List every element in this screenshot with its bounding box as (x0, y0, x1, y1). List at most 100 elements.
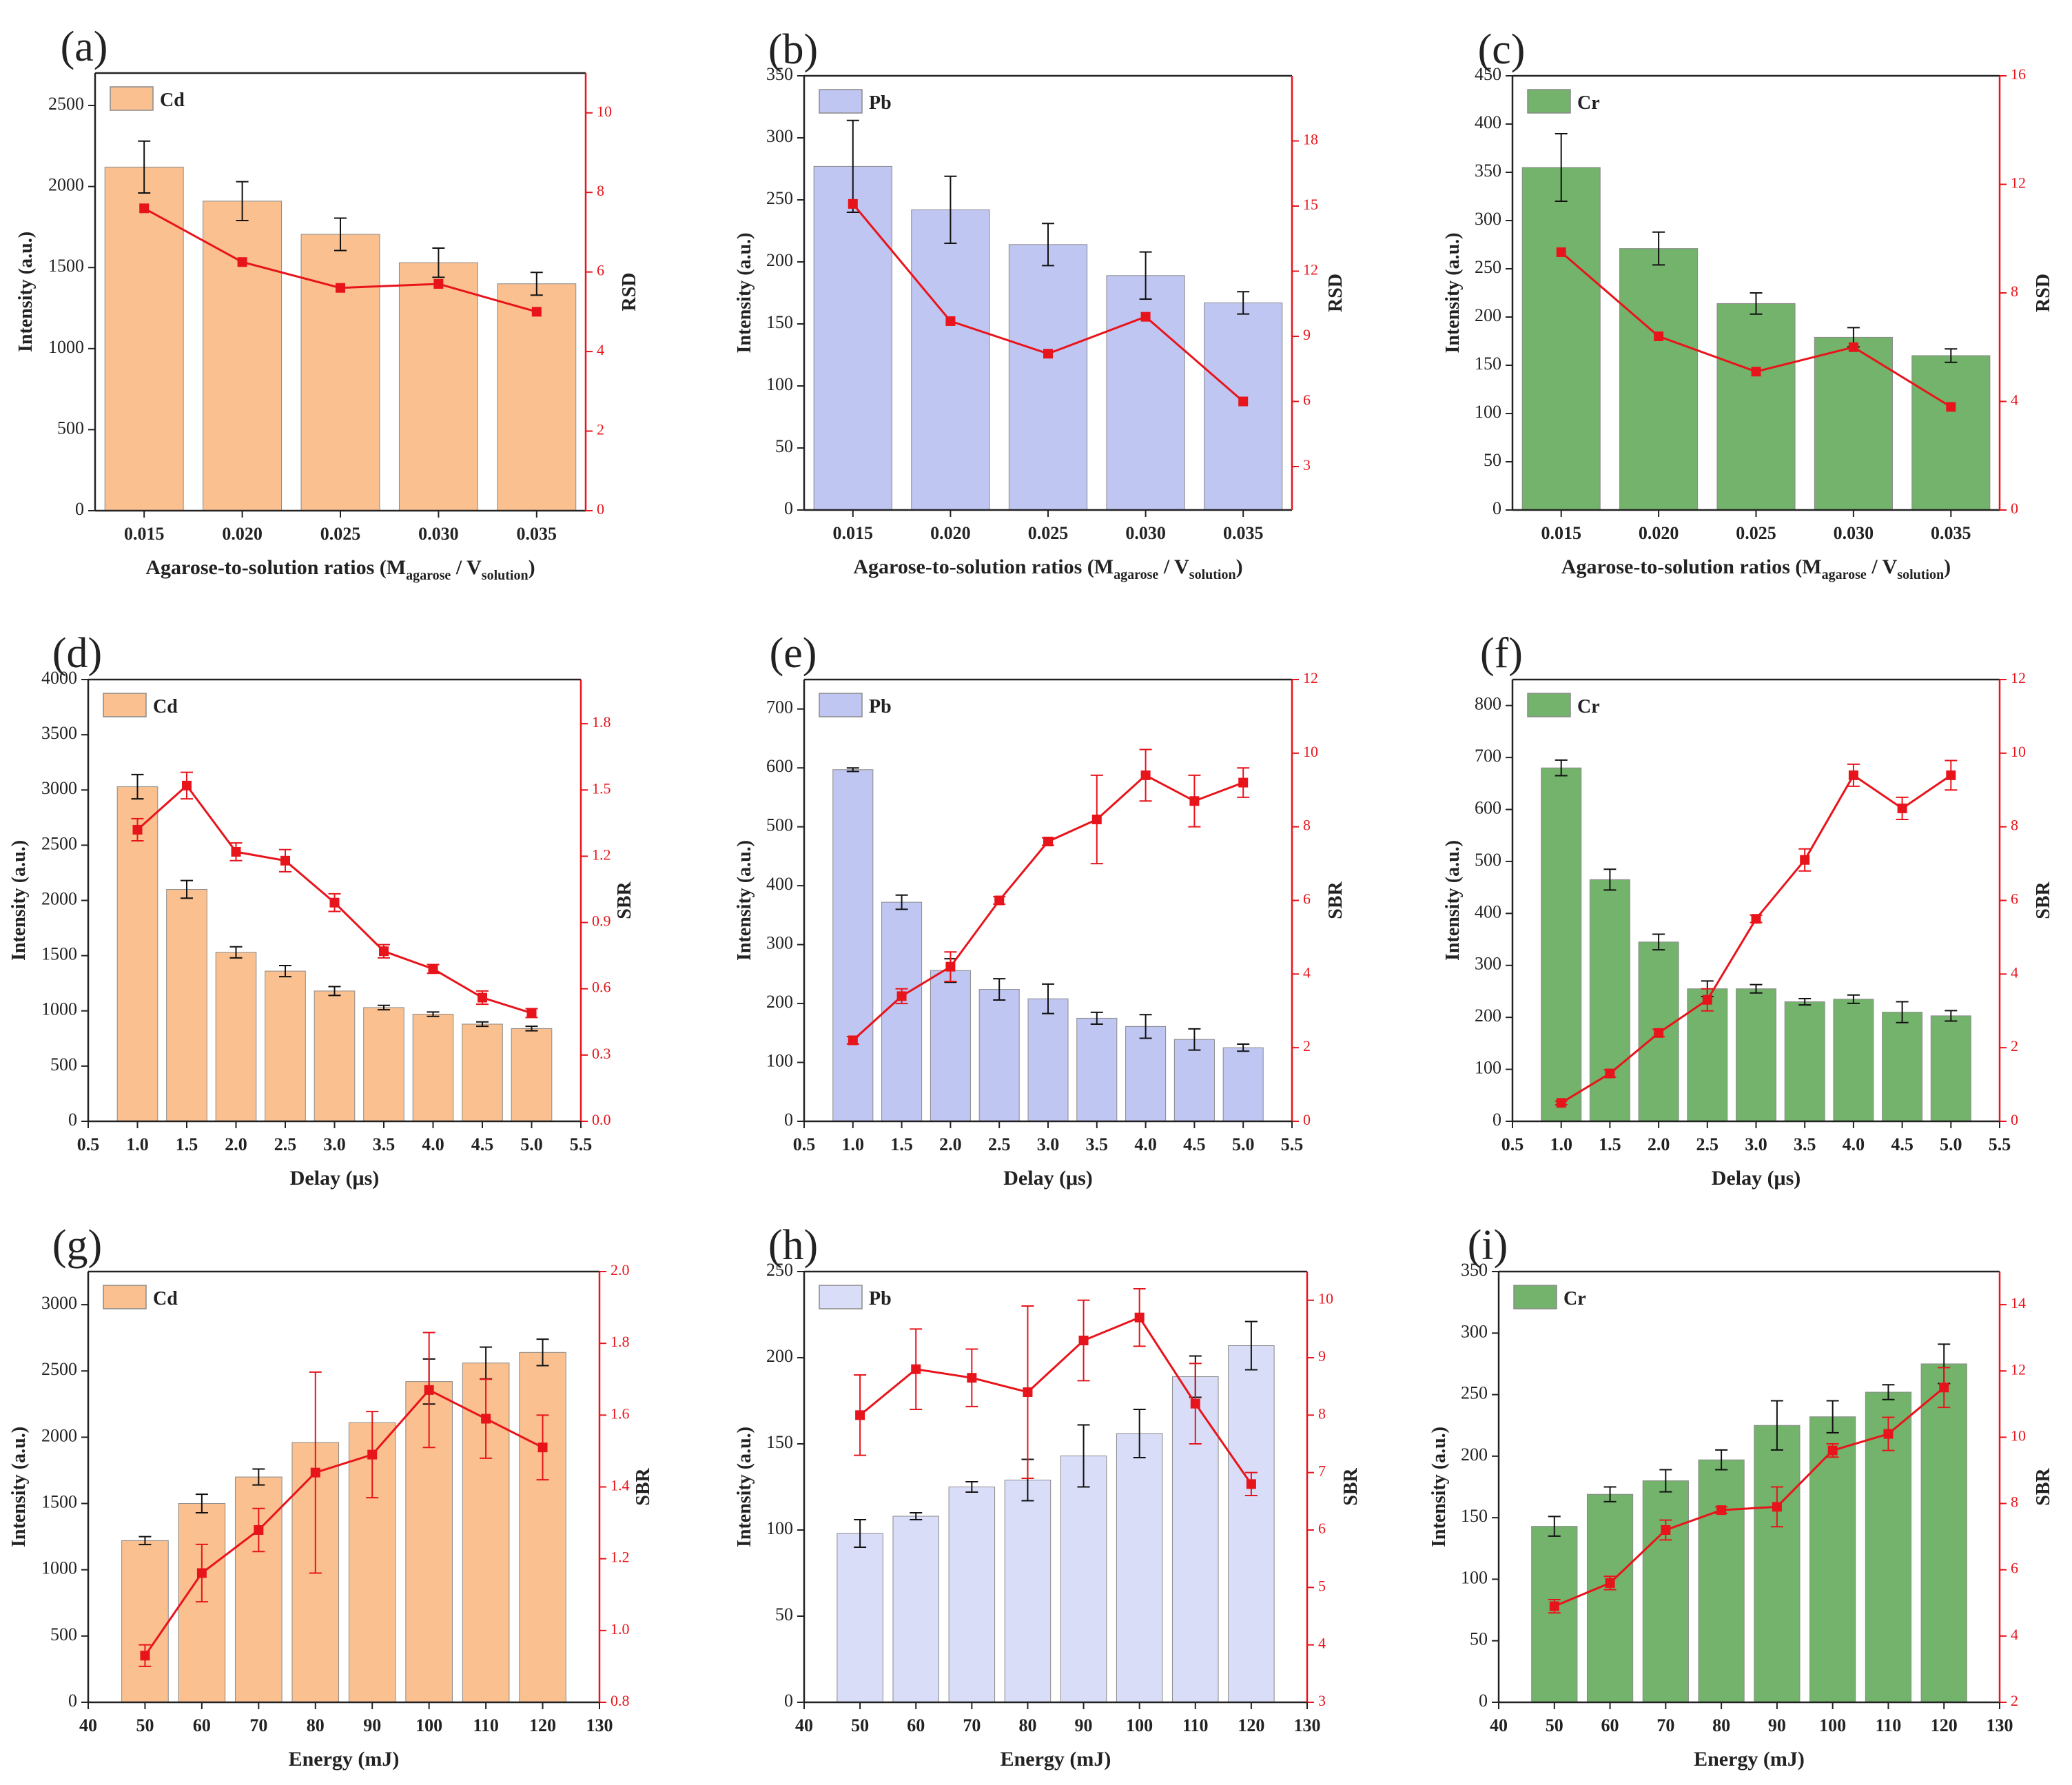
y2-tick-label: 3 (1303, 456, 1311, 473)
x-tick-label: 2.5 (988, 1134, 1011, 1154)
ratio-point (424, 1385, 434, 1395)
y-tick-label: 500 (50, 1624, 77, 1644)
chart-panel-e: 0 100 200 300 400 500 600 700 0 2 4 6 8 10 12 0.5 1.0 1.5… (734, 630, 1346, 1190)
y-tick-label: 150 (766, 312, 793, 332)
y-tick-label: 500 (57, 418, 84, 438)
chart-panel-a: 0 500 1000 1500 2000 2500 0 2 4 6 8 10 0.015 0.020 0.0… (15, 23, 640, 583)
ratio-point (1848, 770, 1858, 780)
x-tick-label: 4.5 (1891, 1134, 1914, 1154)
ratio-line (144, 1389, 544, 1657)
x-tick-label: 110 (1182, 1715, 1209, 1735)
intensity-bar (398, 262, 478, 511)
ratio-point (848, 1035, 858, 1046)
y2-tick-label: 1.6 (611, 1405, 630, 1422)
legend-label: Pb (869, 1288, 892, 1309)
legend-label: Cd (153, 696, 178, 717)
y-tick-label: 400 (766, 874, 793, 894)
x-tick-label: 5.5 (1281, 1134, 1304, 1154)
y-tick-label: 300 (766, 126, 793, 146)
chart-panel-g: 0 500 1000 1500 2000 2500 3000 0.8 1.0 1.2 1.4 1.6 1… (8, 1222, 654, 1771)
y-tick-label: 150 (1461, 1506, 1488, 1526)
y-tick-label: 300 (766, 933, 793, 953)
y-tick-label: 2000 (41, 888, 77, 908)
intensity-bar (1541, 767, 1582, 1122)
chart-panel-i: 0 50 100 150 200 250 300 350 2 4 6 8 10 12 14 40 50 60 70 8… (1428, 1222, 2054, 1771)
y2-tick-label: 1.4 (611, 1477, 630, 1494)
y2-tick-label: 12 (1303, 669, 1318, 686)
intensity-bar (1911, 355, 1991, 511)
y-tick-label: 0 (75, 499, 84, 519)
ratio-point (310, 1467, 320, 1478)
x-axis-label-part: / V (451, 556, 482, 579)
y-axis-label: Intensity (a.u.) (1442, 840, 1464, 961)
y2-tick-label: 1.5 (592, 779, 611, 797)
y2-tick-label: 2 (2011, 1037, 2018, 1054)
legend: Cr (1513, 1285, 1586, 1309)
ratio-point (379, 946, 389, 957)
intensity-bar (930, 970, 971, 1122)
x-tick-label: 0.030 (418, 524, 459, 544)
ratio-point (1246, 1479, 1256, 1489)
y-tick-label: 800 (1475, 694, 1501, 714)
intensity-bar (314, 990, 356, 1122)
ratio-point (1140, 312, 1151, 322)
intensity-bar (1222, 1047, 1264, 1122)
x-tick-label: 4.0 (1843, 1134, 1865, 1154)
y2-tick-label: 14 (2011, 1294, 2026, 1312)
intensity-bar (511, 1028, 553, 1122)
ratio-point (1751, 914, 1761, 924)
x-axis-label: Agarose-to-solution ratios (Magarose / V… (145, 556, 535, 583)
y-tick-label: 700 (1475, 746, 1501, 766)
ratio-point (1946, 402, 1956, 412)
y-tick-label: 350 (1461, 1260, 1488, 1280)
ratio-point (367, 1449, 378, 1460)
y-tick-label: 2000 (48, 175, 84, 195)
x-tick-label: 2.0 (939, 1134, 962, 1154)
x-axis-label-subscript: agarose (406, 568, 451, 583)
ratio-point (1078, 1336, 1089, 1345)
ratio-point (1939, 1383, 1949, 1393)
ratio-point (478, 992, 487, 1003)
x-tick-label: 5.0 (520, 1134, 543, 1154)
y-axis-label: Intensity (a.u.) (15, 232, 37, 352)
chart-panel-d: 0 500 1000 1500 2000 2500 3000 3500 4000 0.0 0.3 0.… (8, 630, 635, 1190)
y-tick-label: 3000 (41, 1293, 77, 1313)
y2-tick-label: 8 (2011, 1493, 2018, 1511)
y-tick-label: 350 (766, 64, 793, 84)
y-tick-label: 0 (784, 498, 793, 518)
panel-label: (i) (1468, 1222, 1508, 1269)
legend-label: Cd (160, 90, 185, 111)
panel-label: (b) (768, 26, 818, 73)
intensity-bar (1531, 1526, 1578, 1703)
ratio-point (1800, 855, 1810, 865)
x-tick-label: 130 (586, 1715, 613, 1735)
y-tick-label: 0 (1493, 1110, 1501, 1130)
x-axis-label-subscript: agarose (1114, 567, 1158, 582)
x-axis-label: Energy (mJ) (289, 1748, 400, 1771)
x-tick-label: 80 (1018, 1715, 1036, 1735)
legend-label: Cr (1577, 696, 1600, 717)
x-tick-label: 1.5 (890, 1134, 913, 1154)
ratio-point (1946, 770, 1956, 780)
y2-tick-label: 10 (2011, 1427, 2026, 1444)
chart-panel-f: 0 100 200 300 400 500 600 700 800 0 2 4 6 8 10 12 0.5 1.0… (1442, 630, 2054, 1190)
x-axis-label-part: / V (1867, 555, 1898, 578)
y-tick-label: 300 (1461, 1321, 1488, 1341)
y2-tick-label: 6 (597, 262, 604, 279)
x-tick-label: 5.5 (570, 1134, 593, 1154)
x-tick-label: 90 (1075, 1715, 1093, 1735)
ratio-point (1140, 770, 1151, 780)
y-tick-label: 0 (784, 1110, 793, 1130)
x-tick-label: 120 (529, 1715, 556, 1735)
x-axis-label: Delay (μs) (1712, 1167, 1801, 1190)
ratio-point (1772, 1502, 1782, 1512)
y-tick-label: 400 (1475, 901, 1501, 921)
y-tick-label: 250 (1475, 257, 1501, 277)
y2-tick-label: 1.2 (611, 1549, 630, 1566)
ratio-point (1702, 994, 1712, 1005)
y2-tick-label: 0 (597, 500, 604, 518)
ratio-point (1605, 1578, 1615, 1588)
x-tick-label: 1.0 (126, 1134, 149, 1154)
x-tick-label: 0.035 (1931, 523, 1971, 543)
ratio-point (1883, 1429, 1894, 1439)
